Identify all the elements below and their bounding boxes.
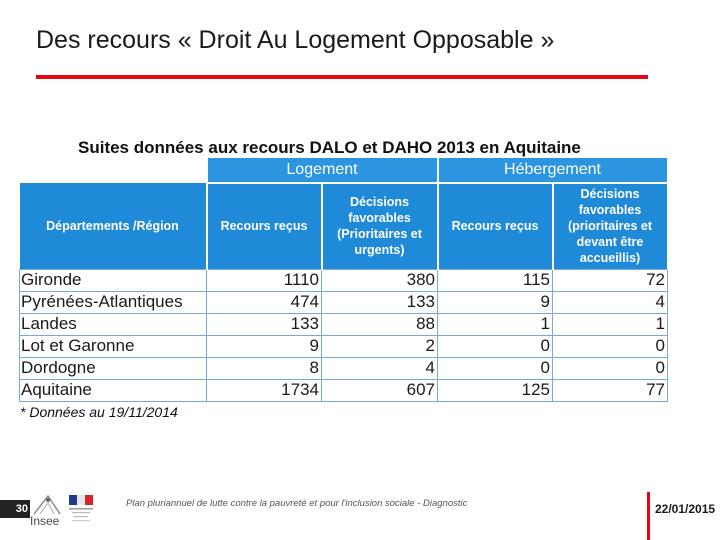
row-name: Landes [19, 312, 207, 336]
cell-log-recours: 1734 [206, 378, 322, 402]
slide-title: Des recours « Droit Au Logement Opposabl… [36, 26, 555, 54]
cell-heb-decisions: 77 [552, 378, 668, 402]
cell-log-recours: 474 [206, 290, 322, 314]
cell-log-recours: 8 [206, 356, 322, 380]
row-name: Aquitaine [19, 378, 207, 402]
group-header-logement: Logement [206, 158, 439, 184]
row-name: Lot et Garonne [19, 334, 207, 358]
cell-heb-recours: 1 [437, 312, 553, 336]
cell-heb-recours: 115 [437, 268, 553, 292]
cell-log-decisions: 2 [321, 334, 438, 358]
title-underline [36, 75, 648, 79]
cell-log-recours: 133 [206, 312, 322, 336]
table-row: Lot et Garonne 9 2 0 0 [19, 334, 668, 358]
republique-francaise-logo [66, 494, 96, 528]
page-number: 30 [0, 500, 30, 518]
cell-log-recours: 9 [206, 334, 322, 358]
cell-log-decisions: 607 [321, 378, 438, 402]
cell-log-decisions: 88 [321, 312, 438, 336]
cell-heb-decisions: 72 [552, 268, 668, 292]
cell-heb-recours: 9 [437, 290, 553, 314]
table-row: Gironde 1110 380 115 72 [19, 268, 668, 292]
group-header-hebergement: Hébergement [437, 158, 669, 184]
cell-heb-decisions: 1 [552, 312, 668, 336]
footer-caption: Plan pluriannuel de lutte contre la pauv… [126, 498, 468, 509]
table-row-total: Aquitaine 1734 607 125 77 [19, 378, 668, 402]
table-title: Suites données aux recours DALO et DAHO … [78, 138, 581, 157]
table-footnote: * Données au 19/11/2014 [20, 404, 178, 420]
cell-heb-decisions: 0 [552, 334, 668, 358]
row-name: Gironde [19, 268, 207, 292]
cell-heb-recours: 0 [437, 356, 553, 380]
table-row: Pyrénées-Atlantiques 474 133 9 4 [19, 290, 668, 314]
table-row: Dordogne 8 4 0 0 [19, 356, 668, 380]
cell-log-recours: 1110 [206, 268, 322, 292]
cell-log-decisions: 4 [321, 356, 438, 380]
insee-logo: Insee [30, 494, 64, 534]
row-name: Pyrénées-Atlantiques [19, 290, 207, 314]
cell-heb-recours: 125 [437, 378, 553, 402]
col-header-log-decisions: Décisions favorables (Prioritaires et ur… [321, 183, 439, 269]
col-header-departements: Départements /Région [19, 183, 208, 269]
group-header-row: Logement Hébergement [19, 158, 669, 184]
col-header-log-recours: Recours reçus [206, 183, 323, 269]
col-header-heb-recours: Recours reçus [437, 183, 554, 269]
insee-logo-text: Insee [30, 514, 60, 528]
row-name: Dordogne [19, 356, 207, 380]
dalo-table: Logement Hébergement Départements /Régio… [19, 158, 669, 402]
cell-heb-recours: 0 [437, 334, 553, 358]
footer-date: 22/01/2015 [655, 502, 716, 516]
cell-log-decisions: 380 [321, 268, 438, 292]
cell-heb-decisions: 4 [552, 290, 668, 314]
cell-heb-decisions: 0 [552, 356, 668, 380]
table-row: Landes 133 88 1 1 [19, 312, 668, 336]
footer-red-bar [647, 492, 650, 540]
header-blank-cell [19, 158, 208, 183]
column-header-row: Départements /Région Recours reçus Décis… [19, 183, 669, 269]
insee-logo-icon [33, 494, 61, 515]
col-header-heb-decisions: Décisions favorables (prioritaires et de… [552, 183, 669, 269]
marianne-flag-icon [69, 495, 93, 522]
cell-log-decisions: 133 [321, 290, 438, 314]
